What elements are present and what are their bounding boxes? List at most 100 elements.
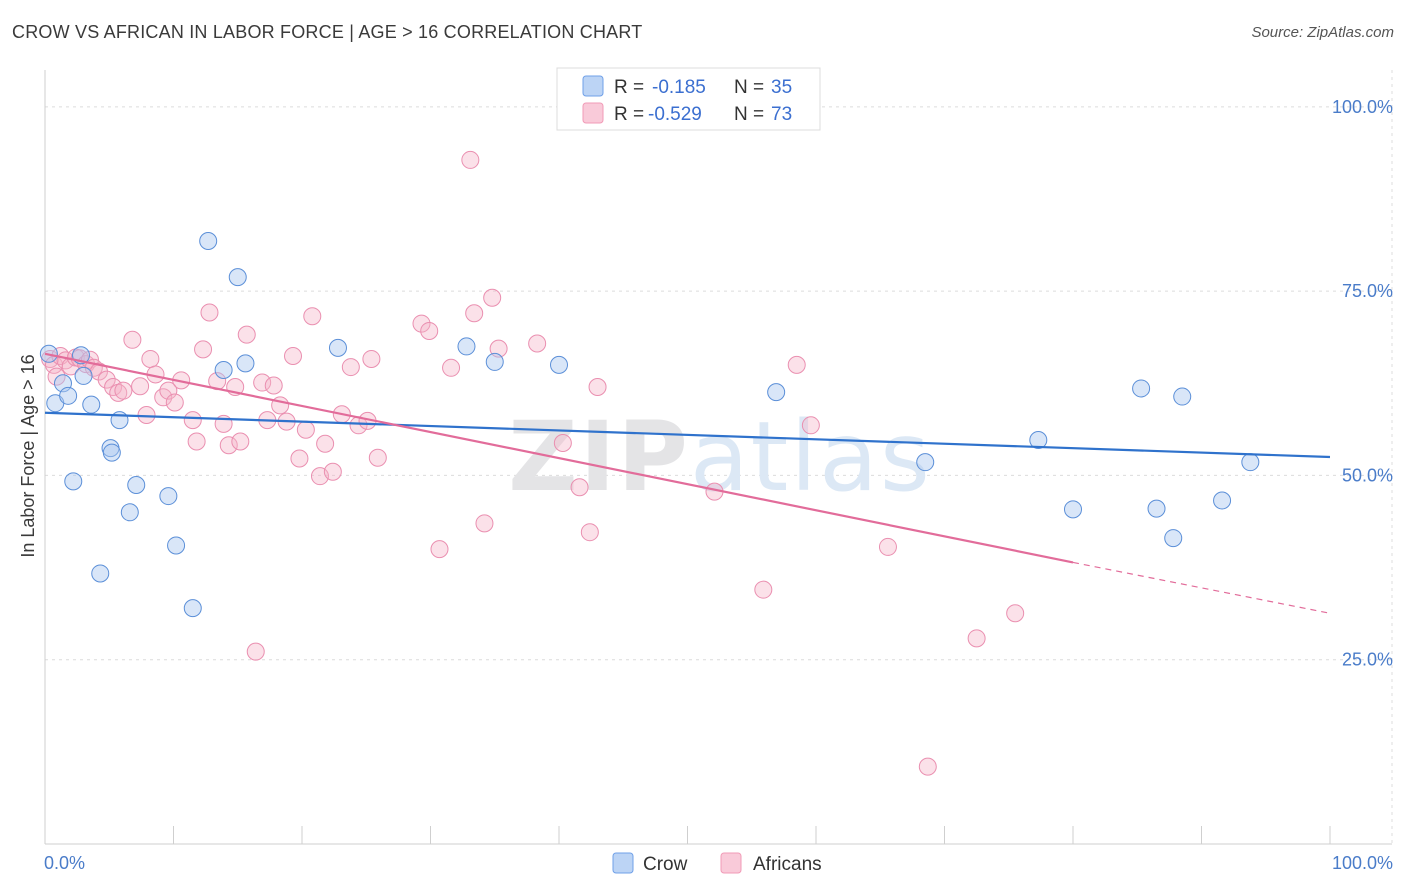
- crow-point-29: [1132, 379, 1151, 398]
- crow-point-30: [1147, 499, 1166, 518]
- africans-point-47: [323, 462, 342, 481]
- africans-point-38: [264, 376, 283, 395]
- crow-point-18: [214, 361, 233, 380]
- crow-point-16: [183, 599, 202, 618]
- crow-point-15: [167, 536, 186, 555]
- africans-trend-extension: [1072, 561, 1331, 614]
- legend-swatch-africans: [582, 102, 604, 124]
- x-tick-labels: 0.0% 100.0%: [44, 853, 1393, 873]
- y-tick-label-3: 25.0%: [1342, 650, 1393, 670]
- africans-point-15: [114, 381, 133, 400]
- africans-point-17: [131, 377, 150, 396]
- africans-point-63: [528, 334, 547, 353]
- legend-n-label-crow: N =: [734, 77, 764, 98]
- africans-point-49: [341, 358, 360, 377]
- crow-point-31: [1164, 529, 1183, 548]
- crow-point-26: [916, 453, 935, 472]
- africans-point-64: [553, 433, 572, 452]
- africans-point-22: [159, 381, 178, 400]
- crow-point-6: [74, 366, 93, 385]
- bottom-legend-swatch-crow: [612, 852, 634, 874]
- africans-trend-line: [44, 352, 1074, 564]
- crow-trend-line: [44, 411, 1331, 459]
- africans-point-2: [47, 367, 66, 386]
- crow-point-4: [64, 472, 83, 491]
- top-legend: R = -0.185 N = 35 R = -0.529 N = 73: [556, 67, 821, 131]
- crow-point-3: [59, 386, 78, 405]
- africans-point-23: [165, 393, 184, 412]
- crow-point-32: [1173, 387, 1192, 406]
- africans-point-54: [412, 314, 431, 333]
- africans-point-69: [754, 580, 773, 599]
- africans-point-52: [362, 349, 381, 368]
- africans-point-19: [141, 349, 160, 368]
- legend-swatch-crow: [582, 75, 604, 97]
- africans-point-46: [316, 434, 335, 453]
- africans-point-26: [187, 432, 206, 451]
- africans-point-58: [461, 150, 480, 169]
- africans-point-74: [1006, 604, 1025, 623]
- africans-point-75: [918, 757, 937, 776]
- africans-point-73: [967, 629, 986, 648]
- crow-point-34: [1241, 453, 1260, 472]
- africans-point-43: [296, 420, 315, 439]
- crow-point-7: [82, 395, 101, 414]
- africans-point-62: [489, 339, 508, 358]
- africans-point-56: [430, 540, 449, 559]
- x-tick-label-0: 0.0%: [44, 853, 85, 873]
- africans-point-70: [787, 355, 806, 374]
- africans-point-34: [237, 325, 256, 344]
- africans-point-12: [97, 370, 116, 389]
- x-tick-label-1: 100.0%: [1332, 853, 1393, 873]
- legend-r-crow: -0.185: [652, 77, 706, 98]
- africans-point-16: [123, 330, 142, 349]
- crow-point-19: [228, 268, 247, 287]
- crow-point-25: [767, 383, 786, 402]
- crow-point-8: [91, 564, 110, 583]
- data-points: [39, 150, 1260, 776]
- crow-point-12: [120, 503, 139, 522]
- crow-point-28: [1064, 500, 1082, 519]
- bottom-legend: Crow Africans: [612, 852, 822, 875]
- africans-point-71: [801, 416, 820, 435]
- africans-point-33: [231, 432, 250, 451]
- y-tick-label-0: 100.0%: [1332, 97, 1393, 117]
- crow-point-17: [199, 232, 218, 251]
- chart-title: CROW VS AFRICAN IN LABOR FORCE | AGE > 1…: [12, 22, 643, 42]
- crow-point-13: [127, 476, 146, 495]
- africans-point-57: [442, 358, 461, 377]
- chart-source: Source: ZipAtlas.com: [1251, 24, 1394, 41]
- legend-n-africans: 73: [771, 104, 792, 125]
- africans-point-41: [284, 347, 303, 366]
- africans-point-65: [570, 478, 589, 497]
- legend-r-label-africans: R =: [614, 104, 644, 125]
- legend-r-label-crow: R =: [614, 77, 644, 98]
- crow-point-20: [236, 354, 255, 373]
- watermark: ZIPatlas: [508, 401, 932, 513]
- africans-point-55: [420, 321, 439, 340]
- legend-n-label-africans: N =: [734, 104, 764, 125]
- crow-point-21: [328, 338, 347, 357]
- africans-point-44: [303, 307, 322, 326]
- bottom-legend-swatch-africans: [720, 852, 742, 874]
- trend-lines: [44, 352, 1331, 614]
- africans-point-13: [104, 377, 123, 396]
- africans-point-67: [588, 377, 607, 396]
- legend-r-africans: -0.529: [648, 104, 702, 125]
- crow-point-27: [1029, 431, 1048, 450]
- y-tick-label-1: 75.0%: [1342, 281, 1393, 301]
- africans-point-27: [194, 340, 213, 359]
- crow-point-24: [550, 355, 568, 374]
- africans-point-72: [878, 537, 897, 556]
- watermark-atlas: atlas: [690, 401, 932, 513]
- watermark-zip: ZIP: [508, 401, 690, 513]
- africans-point-35: [246, 642, 265, 661]
- africans-point-59: [465, 304, 484, 323]
- y-tick-label-2: 50.0%: [1342, 465, 1393, 485]
- crow-point-10: [102, 443, 121, 462]
- y-axis-label: In Labor Force | Age > 16: [18, 354, 38, 557]
- crow-point-14: [159, 487, 178, 506]
- crow-point-22: [457, 337, 476, 356]
- africans-point-25: [183, 411, 202, 430]
- bottom-legend-label-africans: Africans: [753, 854, 822, 875]
